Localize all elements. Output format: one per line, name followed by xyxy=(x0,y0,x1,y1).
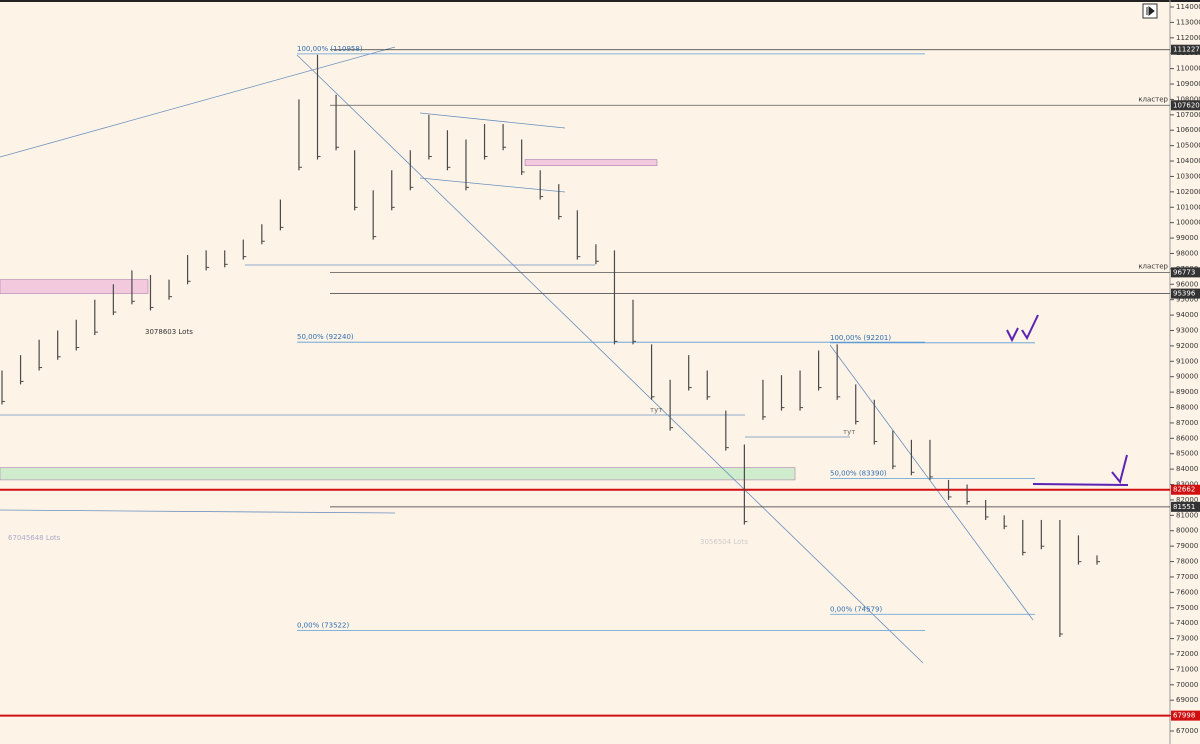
trend-line xyxy=(0,46,396,158)
price-tag-label: 82662 xyxy=(1173,486,1195,494)
y-tick-label: 93000 xyxy=(1176,326,1198,334)
y-tick-label: 90000 xyxy=(1176,373,1198,381)
annotation: 3056504 Lots xyxy=(700,538,748,546)
zone xyxy=(0,467,796,481)
y-tick-label: 114000 xyxy=(1176,3,1200,11)
y-tick-label: 103000 xyxy=(1176,172,1200,180)
y-tick-label: 112000 xyxy=(1176,34,1200,42)
zone xyxy=(0,279,149,294)
y-tick-label: 74000 xyxy=(1176,619,1198,627)
fib-label: 100,00% (92201) xyxy=(830,334,891,342)
hand-line xyxy=(1032,483,1129,486)
y-tick-label: 87000 xyxy=(1176,419,1198,427)
y-tick-label: 110000 xyxy=(1176,65,1200,73)
price-tag xyxy=(1171,484,1200,495)
y-tick-label: 84000 xyxy=(1176,465,1198,473)
y-tick-label: 102000 xyxy=(1176,188,1200,196)
price-tag-label: 96773 xyxy=(1173,268,1195,276)
y-tick-label: 78000 xyxy=(1176,558,1198,566)
y-tick-label: 108000 xyxy=(1176,95,1200,103)
y-tick-label: 91000 xyxy=(1176,357,1198,365)
trend-line xyxy=(419,112,566,129)
price-tag xyxy=(1171,288,1200,299)
price-tag xyxy=(1171,100,1200,111)
y-tick-label: 104000 xyxy=(1176,157,1200,165)
price-tag xyxy=(1171,710,1200,721)
y-tick-label: 77000 xyxy=(1176,573,1198,581)
trend-line xyxy=(419,177,566,193)
hand-check xyxy=(1111,454,1128,485)
y-tick-label: 96000 xyxy=(1176,280,1198,288)
y-tick-label: 69000 xyxy=(1176,696,1198,704)
hand-check xyxy=(1006,314,1039,343)
y-tick-label: 83000 xyxy=(1176,481,1198,489)
y-tick-label: 82000 xyxy=(1176,496,1198,504)
annotation: 67045648 Lots xyxy=(8,534,61,542)
price-tag xyxy=(1171,44,1200,55)
y-tick-label: 95000 xyxy=(1176,296,1198,304)
y-tick-label: 99000 xyxy=(1176,234,1198,242)
annotation: тут xyxy=(843,428,855,436)
y-tick-label: 98000 xyxy=(1176,249,1198,257)
y-tick-label: 94000 xyxy=(1176,311,1198,319)
fib-label: 0,00% (73522) xyxy=(297,622,349,630)
y-tick-label: 75000 xyxy=(1176,604,1198,612)
trend-line xyxy=(0,509,396,514)
price-tag xyxy=(1171,267,1200,278)
y-tick-label: 76000 xyxy=(1176,588,1198,596)
y-tick-label: 88000 xyxy=(1176,404,1198,412)
price-tag xyxy=(1171,501,1200,512)
y-tick-label: 70000 xyxy=(1176,681,1198,689)
y-tick-label: 101000 xyxy=(1176,203,1200,211)
trend-line xyxy=(296,54,924,664)
y-tick-label: 86000 xyxy=(1176,434,1198,442)
price-tag-label: 111227 xyxy=(1173,46,1200,54)
price-tag-label: 67998 xyxy=(1173,712,1195,720)
y-tick-label: 72000 xyxy=(1176,650,1198,658)
y-tick-label: 107000 xyxy=(1176,111,1200,119)
y-tick-label: 105000 xyxy=(1176,142,1200,150)
y-tick-label: 92000 xyxy=(1176,342,1198,350)
fib-label: 100,00% (110958) xyxy=(297,45,363,53)
level-note: кластер xyxy=(1138,95,1168,103)
y-tick-label: 113000 xyxy=(1176,18,1200,26)
scroll-icon xyxy=(1146,5,1155,17)
fib-label: 50,00% (83390) xyxy=(830,470,887,478)
level-note: кластер xyxy=(1138,262,1168,270)
y-tick-label: 80000 xyxy=(1176,527,1198,535)
y-tick-label: 85000 xyxy=(1176,450,1198,458)
annotation: 3078603 Lots xyxy=(145,328,193,336)
y-tick-label: 67000 xyxy=(1176,727,1198,735)
y-tick-label: 71000 xyxy=(1176,665,1198,673)
fib-label: 0,00% (74579) xyxy=(830,605,882,613)
annotation: тут xyxy=(650,406,662,414)
y-tick-label: 73000 xyxy=(1176,635,1198,643)
zone xyxy=(524,159,658,166)
y-tick-label: 79000 xyxy=(1176,542,1198,550)
y-tick-label: 106000 xyxy=(1176,126,1200,134)
trend-line xyxy=(829,344,1034,621)
price-tag-label: 107620 xyxy=(1173,101,1200,109)
fib-label: 50,00% (92240) xyxy=(297,333,354,341)
y-tick-label: 109000 xyxy=(1176,80,1200,88)
y-tick-label: 81000 xyxy=(1176,511,1198,519)
y-tick-label: 89000 xyxy=(1176,388,1198,396)
price-tag-label: 95396 xyxy=(1173,290,1196,298)
price-tag-label: 81551 xyxy=(1173,503,1195,511)
y-tick-label: 100000 xyxy=(1176,219,1200,227)
